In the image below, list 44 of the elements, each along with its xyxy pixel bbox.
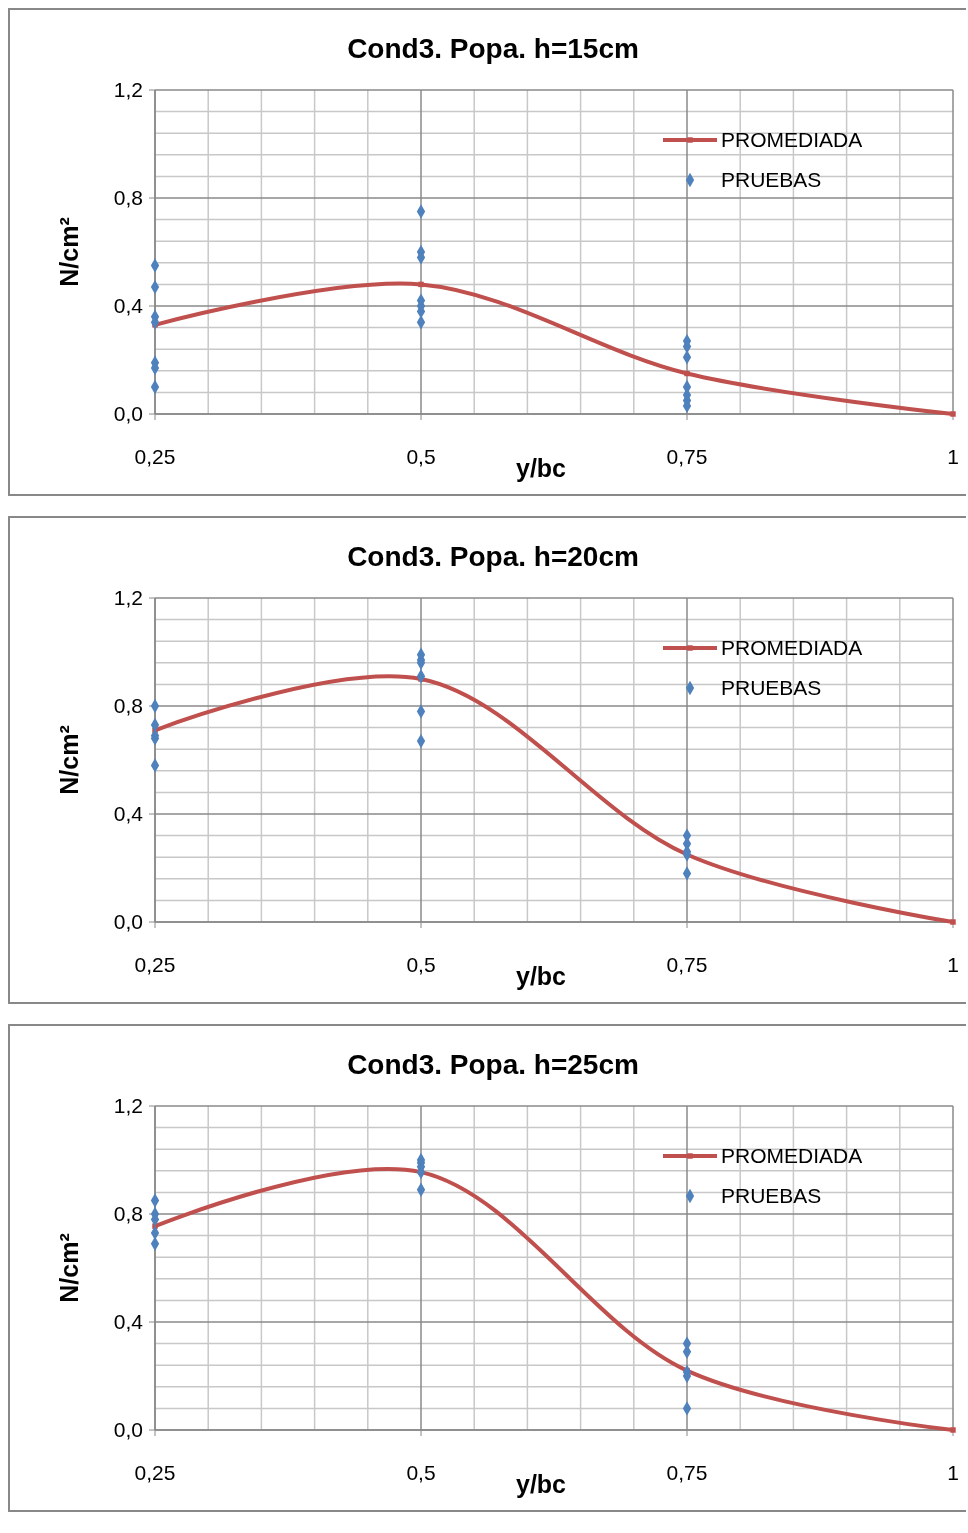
- legend-label: PRUEBAS: [721, 1184, 822, 1208]
- legend-label: PRUEBAS: [721, 676, 822, 700]
- point: [950, 919, 956, 925]
- x-tick-label: 0,5: [406, 953, 436, 976]
- point: [950, 1427, 956, 1433]
- x-tick-label: 0,25: [134, 953, 176, 976]
- y-tick-label: 1,2: [113, 1094, 143, 1118]
- x-tick-label: 0,5: [406, 445, 436, 468]
- x-tick-label: 1: [947, 1461, 959, 1484]
- y-axis-title: N/cm²: [55, 725, 83, 795]
- chart-title: Cond3. Popa. h=15cm: [347, 33, 639, 64]
- x-tick-label: 0,25: [134, 1461, 176, 1484]
- y-axis-title: N/cm²: [55, 217, 83, 287]
- x-tick-label: 0,75: [666, 953, 708, 976]
- y-tick-label: 0,8: [113, 1202, 143, 1226]
- y-tick-label: 0,0: [113, 1418, 143, 1442]
- y-tick-label: 0,8: [113, 694, 143, 718]
- x-tick-label: 0,5: [406, 1461, 436, 1484]
- legend-label: PROMEDIADA: [721, 636, 863, 660]
- point: [684, 370, 690, 377]
- x-tick-label: 0,25: [134, 445, 176, 468]
- x-axis-title: y/bc: [515, 454, 567, 482]
- x-tick-label: 1: [947, 445, 959, 468]
- y-tick-label: 0,0: [113, 402, 143, 426]
- x-tick-label: 0,75: [666, 1461, 708, 1484]
- y-tick-label: 0,0: [113, 910, 143, 934]
- chart-title: Cond3. Popa. h=25cm: [347, 1049, 639, 1080]
- legend-label: PROMEDIADA: [721, 1144, 863, 1168]
- x-tick-label: 0,75: [666, 445, 708, 468]
- x-axis-title: y/bc: [515, 1470, 567, 1498]
- point: [418, 281, 424, 288]
- x-tick-label: 1: [947, 953, 959, 976]
- y-tick-label: 0,4: [113, 1310, 144, 1334]
- y-axis-title: N/cm²: [55, 1233, 83, 1303]
- chart-title: Cond3. Popa. h=20cm: [347, 541, 639, 572]
- y-tick-label: 1,2: [113, 78, 143, 102]
- y-tick-label: 0,8: [113, 186, 143, 210]
- y-tick-label: 1,2: [113, 586, 143, 610]
- point: [950, 411, 956, 417]
- legend-label: PROMEDIADA: [721, 128, 863, 152]
- y-tick-label: 0,4: [113, 802, 144, 826]
- y-tick-label: 0,4: [113, 294, 144, 318]
- x-axis-title: y/bc: [515, 962, 567, 990]
- legend-label: PRUEBAS: [721, 168, 822, 192]
